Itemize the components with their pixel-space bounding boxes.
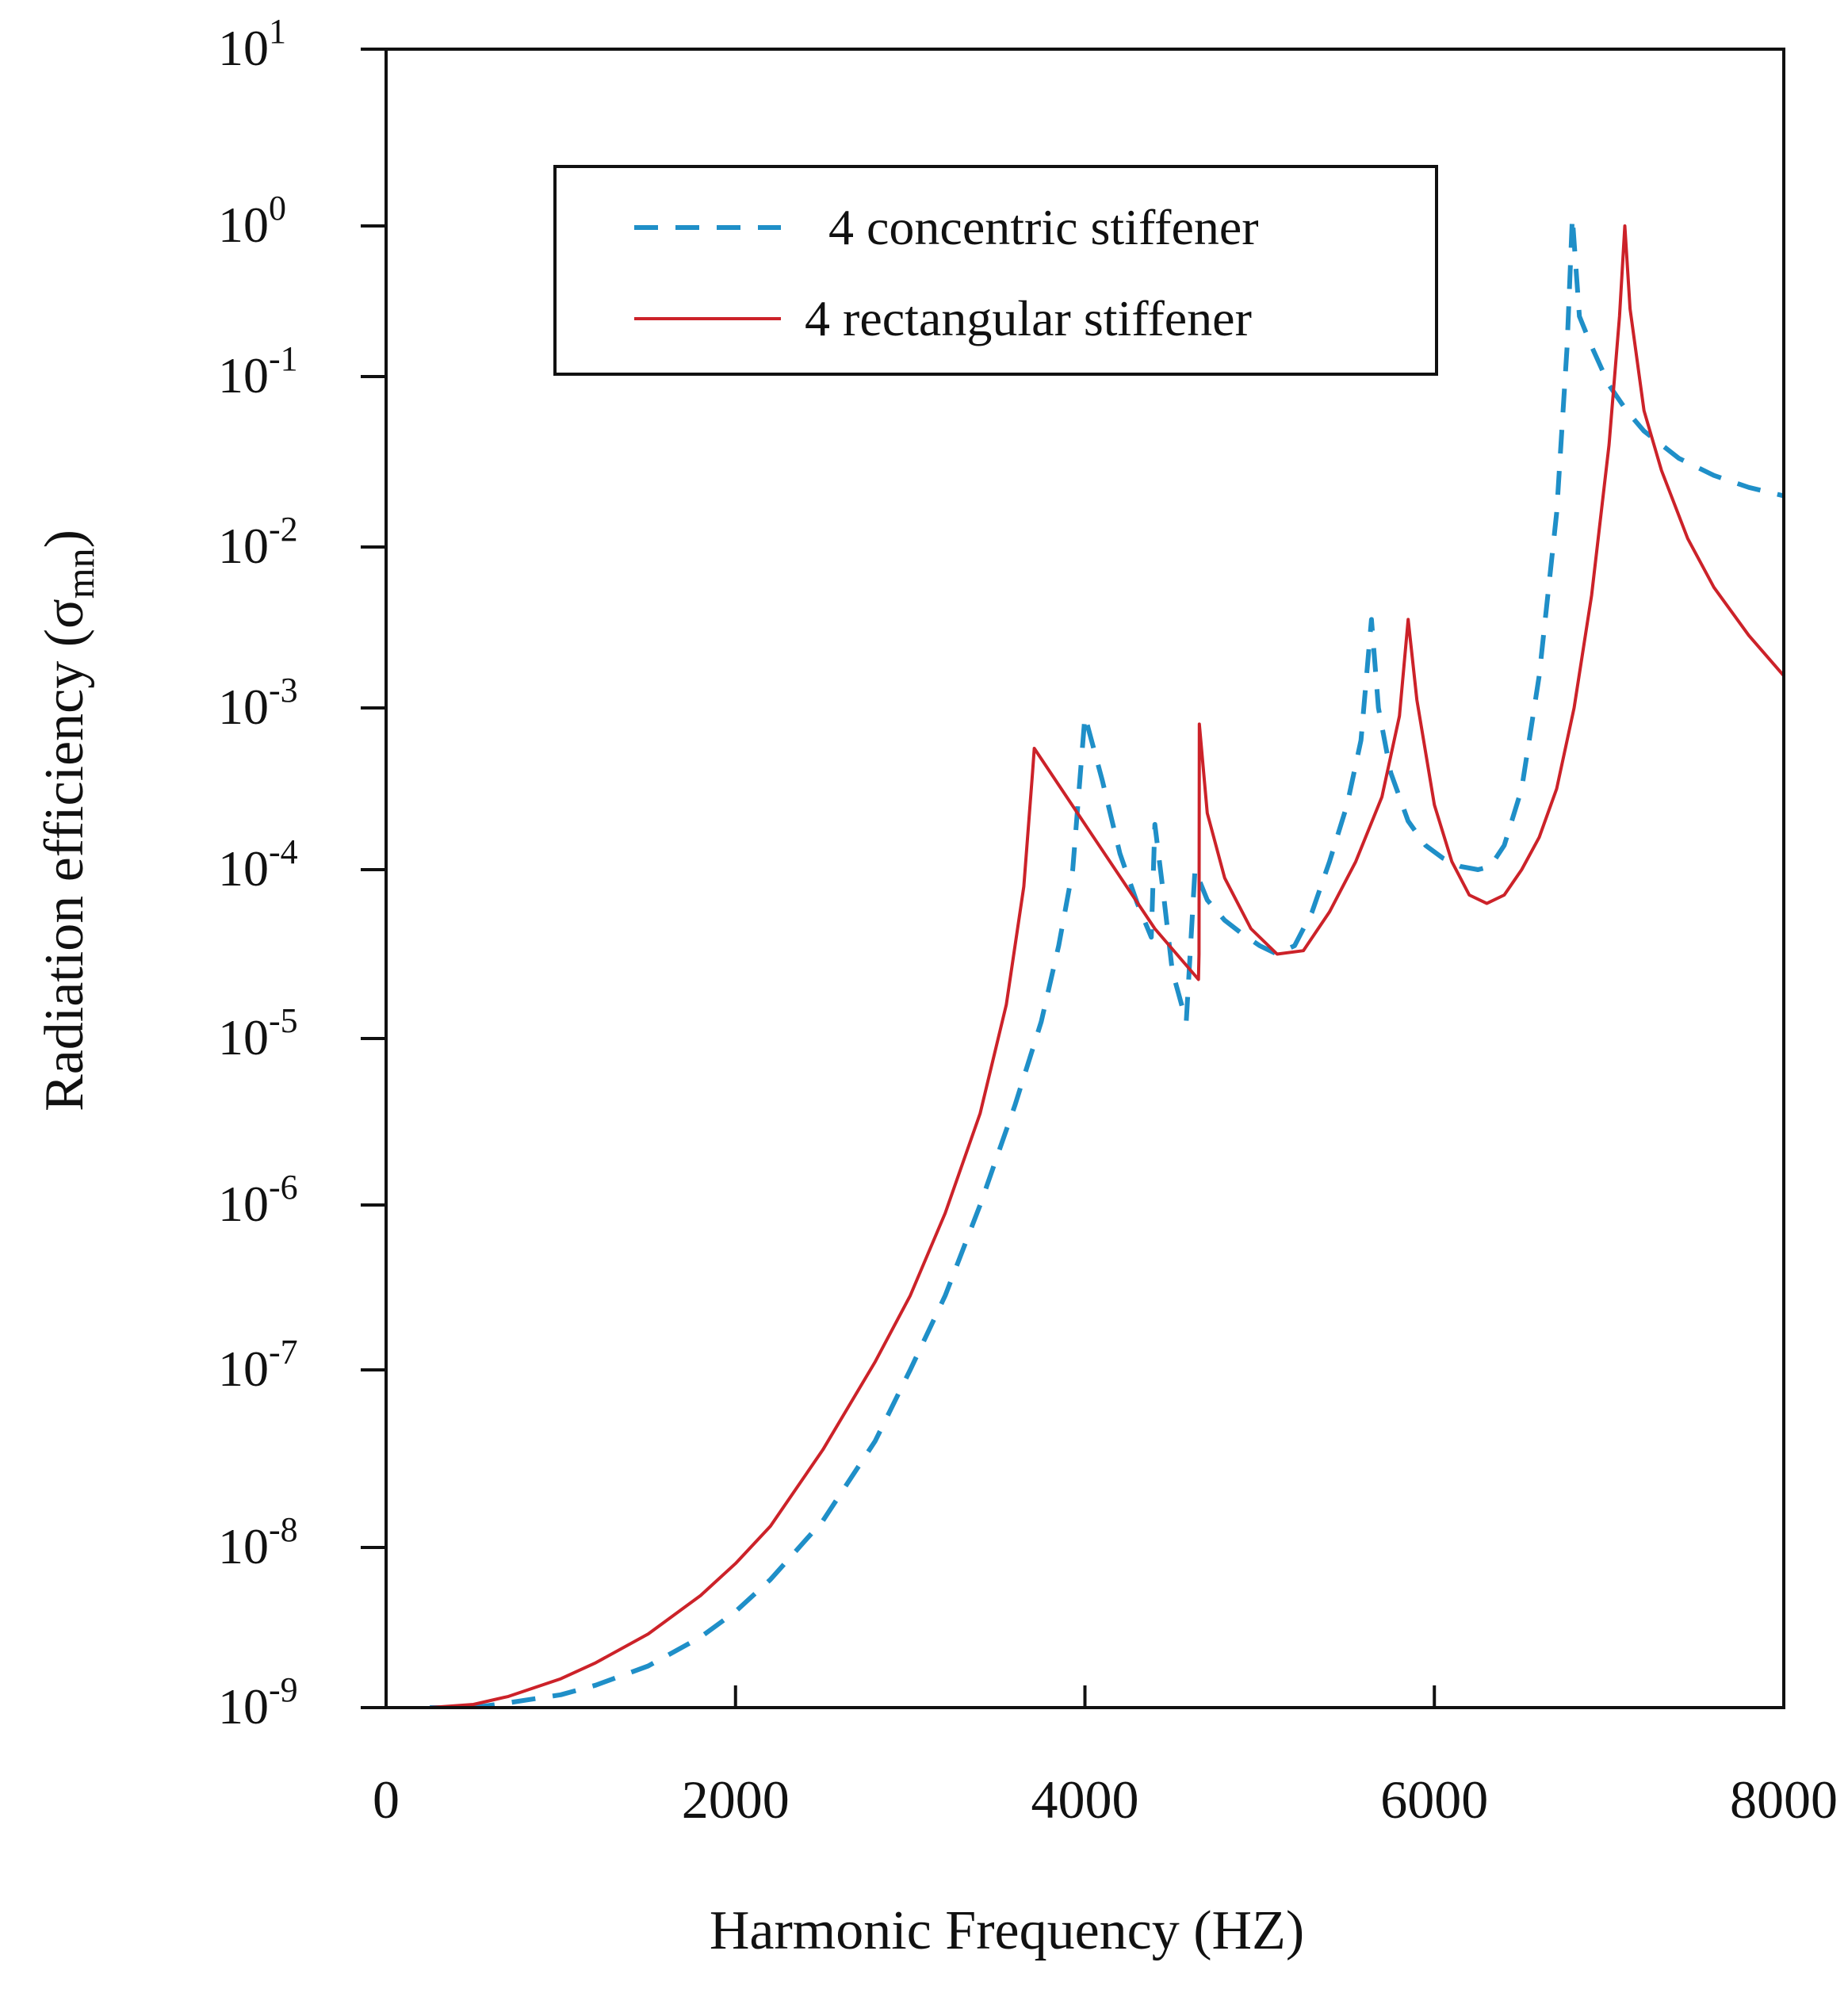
- y-axis-title-close: ): [34, 530, 95, 548]
- y-tick-label-base: 10: [218, 1009, 269, 1065]
- x-tick-label: 4000: [1031, 1769, 1139, 1830]
- y-tick-label-exponent: -4: [269, 832, 298, 871]
- y-axis-ticks: 10110010-110-210-310-410-510-610-710-810…: [218, 12, 386, 1735]
- x-axis-ticks: 0 2000 4000 6000 8000: [373, 1685, 1838, 1830]
- y-tick-label: 10-7: [218, 1333, 298, 1397]
- y-tick-label: 10-2: [218, 510, 298, 574]
- y-tick-label-base: 10: [218, 1341, 269, 1397]
- y-tick-label-exponent: -9: [269, 1670, 298, 1709]
- y-tick-label-exponent: -3: [269, 671, 298, 710]
- y-tick-label-exponent: -7: [269, 1333, 298, 1371]
- y-axis-title-subscript: mn: [58, 548, 102, 599]
- y-tick-label: 10-1: [218, 339, 298, 404]
- y-tick-label-base: 10: [218, 1176, 269, 1232]
- y-axis-title-main: Radiation efficiency (σ: [34, 599, 95, 1111]
- y-tick-label-exponent: -8: [269, 1510, 298, 1549]
- x-tick-label: 0: [373, 1769, 400, 1830]
- y-tick-label-base: 10: [218, 840, 269, 897]
- y-tick-label: 100: [218, 189, 286, 253]
- y-tick-label-exponent: -5: [269, 1001, 298, 1040]
- y-tick-label-base: 10: [218, 1678, 269, 1735]
- y-tick-label: 101: [218, 12, 286, 76]
- y-tick-label-base: 10: [218, 679, 269, 735]
- y-tick-label-exponent: -6: [269, 1168, 298, 1207]
- legend-label-rectangular: 4 rectangular stiffener: [805, 290, 1252, 346]
- y-tick-label-base: 10: [218, 1518, 269, 1574]
- y-axis-title: Radiation efficiency (σmn): [34, 530, 102, 1111]
- legend: 4 concentric stiffener 4 rectangular sti…: [553, 165, 1438, 376]
- x-tick-label: 2000: [682, 1769, 790, 1830]
- series-line-rectangular: [429, 224, 1784, 1708]
- y-tick-label: 10-5: [218, 1001, 298, 1065]
- y-tick-label-exponent: -1: [269, 339, 298, 378]
- y-tick-label-base: 10: [218, 518, 269, 574]
- y-tick-label: 10-8: [218, 1510, 298, 1574]
- y-tick-label-exponent: 1: [269, 12, 286, 51]
- y-tick-label-exponent: 0: [269, 189, 286, 228]
- y-tick-label-exponent: -2: [269, 510, 298, 549]
- x-axis-title: Harmonic Frequency (HZ): [710, 1900, 1304, 1961]
- y-tick-label-base: 10: [218, 20, 269, 76]
- y-tick-label: 10-3: [218, 671, 298, 735]
- y-tick-label: 10-6: [218, 1168, 298, 1232]
- y-tick-label: 10-4: [218, 832, 298, 897]
- legend-label-concentric: 4 concentric stiffener: [828, 199, 1259, 255]
- y-tick-label-base: 10: [218, 197, 269, 253]
- y-tick-label-base: 10: [218, 347, 269, 404]
- x-tick-label: 8000: [1730, 1769, 1838, 1830]
- legend-box: [553, 165, 1438, 376]
- series-layer: [429, 214, 1784, 1708]
- y-tick-label: 10-9: [218, 1670, 298, 1735]
- x-tick-label: 6000: [1380, 1769, 1488, 1830]
